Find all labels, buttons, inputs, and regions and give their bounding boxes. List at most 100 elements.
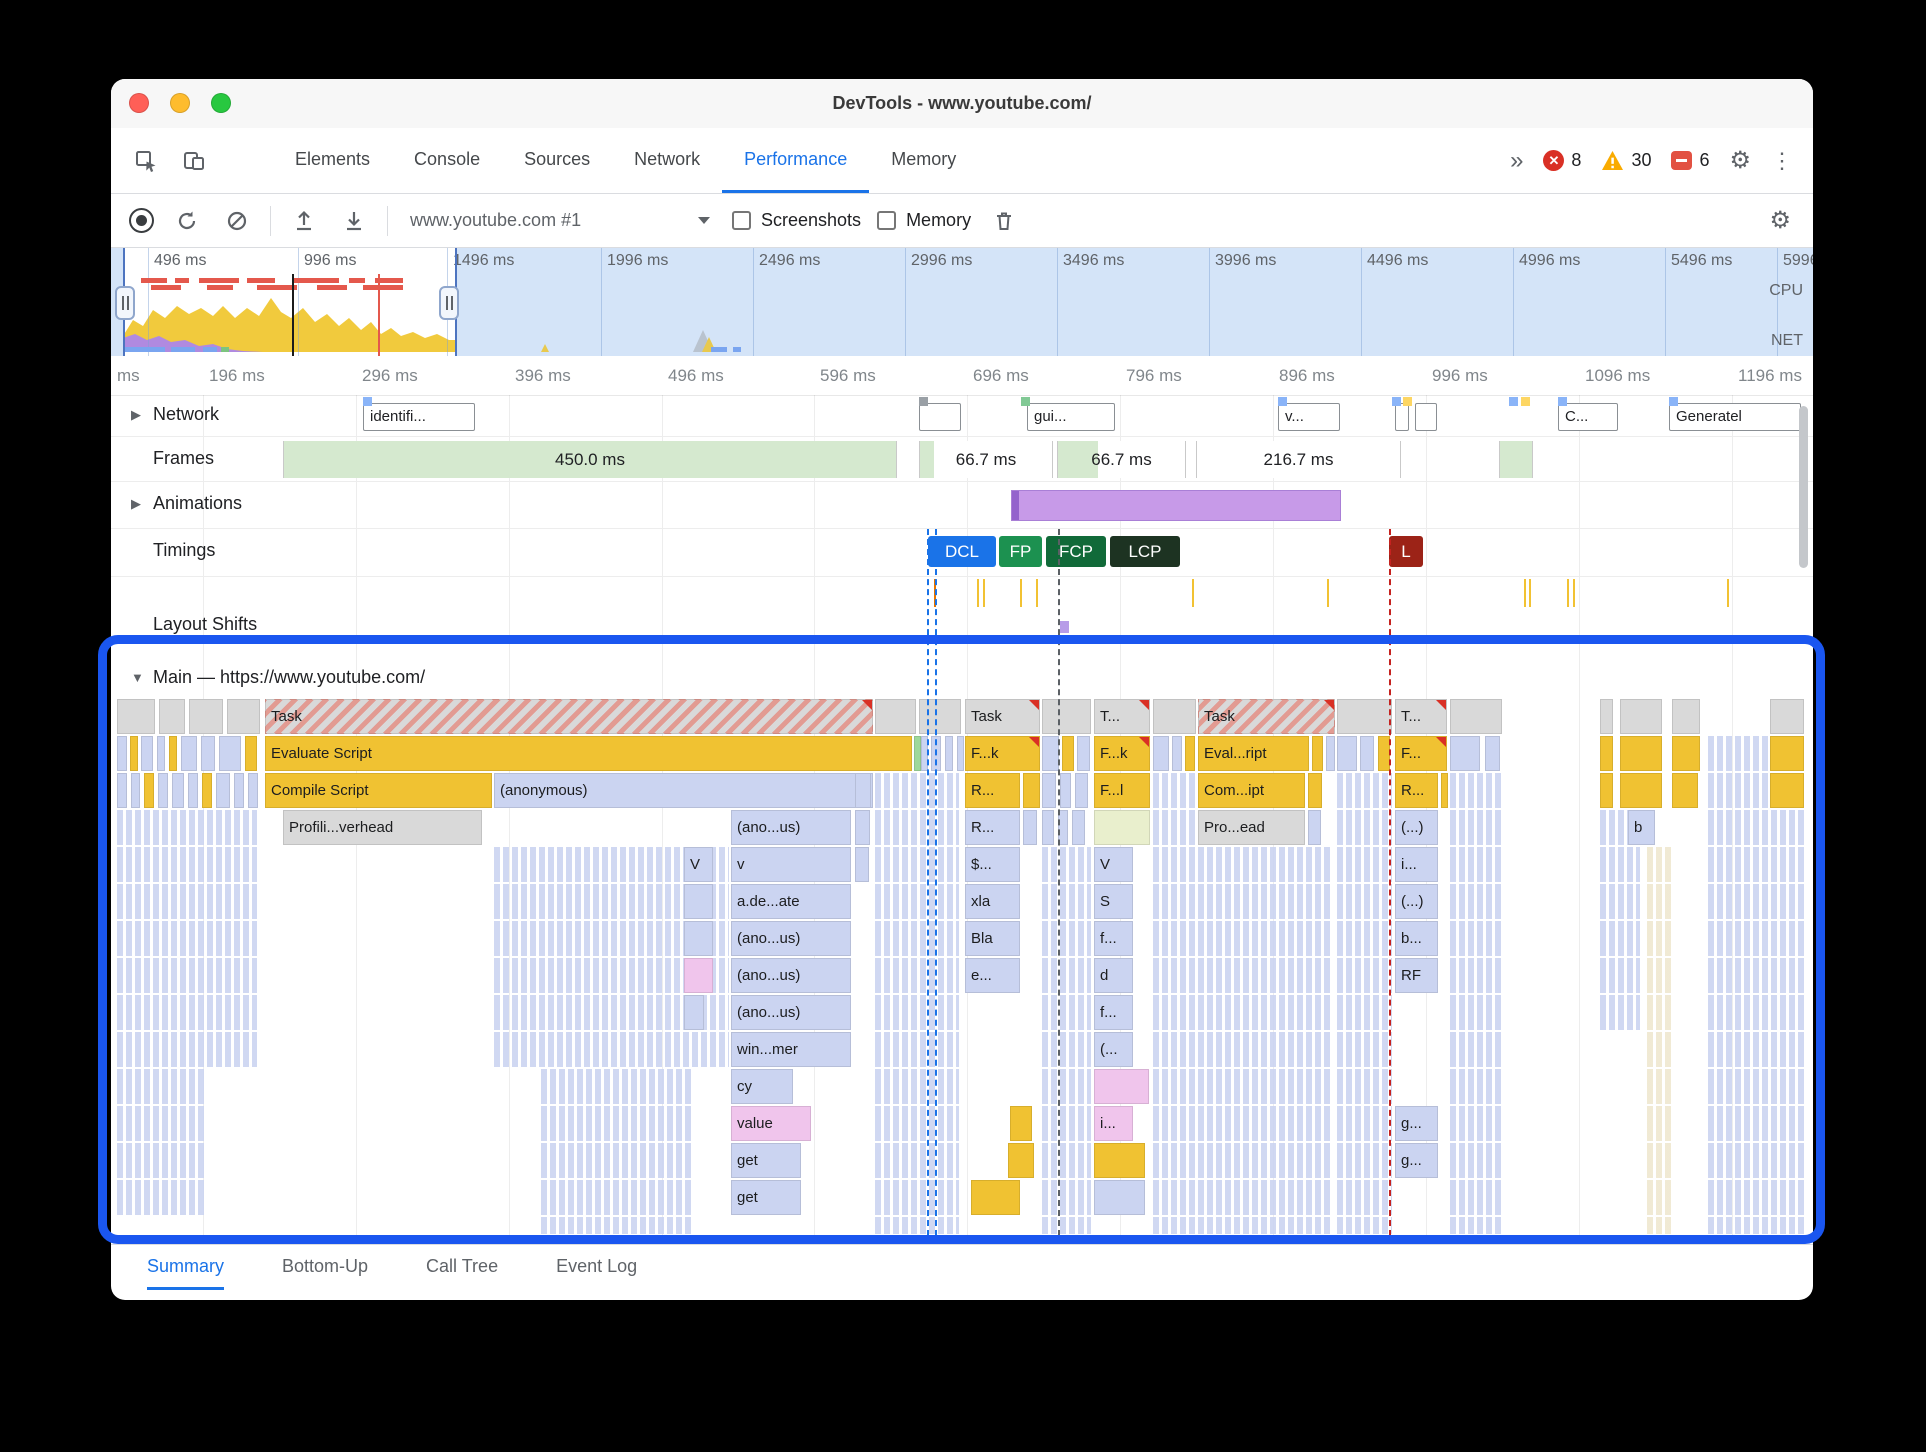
tab-performance[interactable]: Performance bbox=[722, 128, 870, 193]
layout-shift-marker[interactable] bbox=[1060, 621, 1069, 633]
flame-bar[interactable] bbox=[141, 736, 153, 771]
disclosure-triangle-down-icon[interactable]: ▼ bbox=[131, 670, 144, 685]
flame-bar[interactable] bbox=[1672, 773, 1698, 808]
flame-chart[interactable]: Task Task T... Task T... Evaluate Script F...k… bbox=[111, 698, 1813, 1236]
clear-button[interactable] bbox=[220, 204, 254, 238]
timeline-overview[interactable]: 496 ms 996 ms 1496 ms 1996 ms 2496 ms 2996 ms… bbox=[111, 248, 1813, 357]
flame-bar-bla[interactable]: Bla bbox=[965, 921, 1020, 956]
flame-bar[interactable] bbox=[227, 699, 260, 734]
flame-bar-v[interactable]: v bbox=[731, 847, 851, 882]
flame-bar-r-[interactable]: R... bbox=[965, 810, 1020, 845]
flame-bar-f-k[interactable]: F...k bbox=[965, 736, 1040, 771]
flame-bar-f-l[interactable]: F...l bbox=[1094, 773, 1150, 808]
flame-bar[interactable] bbox=[1620, 773, 1662, 808]
flame-bar-get[interactable]: get bbox=[731, 1143, 801, 1178]
flame-bar[interactable] bbox=[131, 773, 140, 808]
bottom-tab-call-tree[interactable]: Call Tree bbox=[426, 1255, 499, 1276]
flame-bar[interactable] bbox=[684, 884, 713, 919]
device-toolbar-icon[interactable] bbox=[177, 144, 211, 178]
selection-handle-right[interactable] bbox=[439, 286, 459, 320]
flame-bar-b-[interactable]: b... bbox=[1395, 921, 1438, 956]
flame-bar[interactable] bbox=[216, 773, 230, 808]
warning-badge[interactable]: 30 bbox=[1601, 150, 1651, 171]
flame-bar-win-mer[interactable]: win...mer bbox=[731, 1032, 851, 1067]
flame-bar[interactable] bbox=[202, 773, 212, 808]
timing-badge-dcl[interactable]: DCL bbox=[928, 536, 996, 567]
flame-bar-t-[interactable]: T... bbox=[1094, 699, 1150, 734]
flame-bar[interactable] bbox=[1185, 736, 1195, 771]
flame-bar[interactable] bbox=[117, 773, 127, 808]
flame-bar[interactable] bbox=[855, 847, 869, 882]
flame-bar-f-[interactable]: F... bbox=[1395, 736, 1447, 771]
checkbox-box[interactable] bbox=[732, 211, 751, 230]
tab-network[interactable]: Network bbox=[634, 148, 701, 169]
flame-bar[interactable] bbox=[1042, 699, 1091, 734]
flame-bar-g-[interactable]: g... bbox=[1395, 1106, 1438, 1141]
main-track-header[interactable]: ▼ Main — https://www.youtube.com/ bbox=[111, 664, 1813, 696]
flame-bar-xla[interactable]: xla bbox=[965, 884, 1020, 919]
flame-bar-v[interactable]: V bbox=[684, 847, 713, 882]
layout-shifts-track[interactable]: Layout Shifts bbox=[111, 611, 1813, 637]
flame-bar[interactable] bbox=[1153, 736, 1169, 771]
bottom-tab-summary[interactable]: Summary bbox=[147, 1245, 225, 1290]
download-profile-icon[interactable] bbox=[337, 204, 371, 238]
flame-bar[interactable] bbox=[1042, 810, 1054, 845]
profile-select[interactable]: www.youtube.com #1 bbox=[404, 210, 716, 231]
frames-track[interactable]: Frames 450.0 ms 66.7 ms 66.7 ms 216.7 ms bbox=[111, 437, 1813, 482]
settings-gear-icon[interactable]: ⚙ bbox=[1729, 146, 1751, 174]
more-tabs-icon[interactable]: » bbox=[1510, 146, 1524, 174]
bottom-tab-bottom-up[interactable]: Bottom-Up bbox=[282, 1255, 369, 1276]
flame-bar-b[interactable]: b bbox=[1628, 810, 1655, 845]
flame-bar[interactable] bbox=[1337, 699, 1392, 734]
flame-bar--[interactable]: (...) bbox=[1395, 884, 1438, 919]
bottom-tab-event-log[interactable]: Event Log bbox=[556, 1255, 638, 1276]
flame-bar-value[interactable]: value bbox=[731, 1106, 811, 1141]
flame-bar[interactable] bbox=[684, 921, 713, 956]
flame-bar-f-k[interactable]: F...k bbox=[1094, 736, 1150, 771]
flame-bar[interactable] bbox=[684, 995, 704, 1030]
flame-bar[interactable] bbox=[172, 773, 184, 808]
flame-bar[interactable] bbox=[971, 1180, 1020, 1215]
flame-bar-i-[interactable]: i... bbox=[1094, 1106, 1133, 1141]
flame-bar[interactable] bbox=[1094, 1143, 1145, 1178]
checkbox-box[interactable] bbox=[877, 211, 897, 230]
frame-duration[interactable]: 216.7 ms bbox=[1196, 441, 1401, 478]
flame-bar[interactable] bbox=[1153, 699, 1196, 734]
flame-bar-t-[interactable]: T... bbox=[1395, 699, 1447, 734]
flame-bar-rf[interactable]: RF bbox=[1395, 958, 1438, 993]
animations-track[interactable]: ▶ Animations bbox=[111, 482, 1813, 529]
flame-bar[interactable] bbox=[1075, 773, 1088, 808]
flame-bar[interactable] bbox=[1770, 736, 1804, 771]
flame-bar[interactable] bbox=[1600, 773, 1613, 808]
flame-bar[interactable] bbox=[1094, 1180, 1145, 1215]
flame-bar[interactable] bbox=[1023, 773, 1040, 808]
flame-bar[interactable] bbox=[1094, 810, 1150, 845]
network-request[interactable]: v... bbox=[1278, 403, 1340, 431]
flame-bar-pro-ead[interactable]: Pro...ead bbox=[1198, 810, 1305, 845]
flame-bar-v[interactable]: V bbox=[1094, 847, 1133, 882]
disclosure-triangle-icon[interactable]: ▶ bbox=[131, 496, 141, 511]
flame-bar-r-[interactable]: R... bbox=[1395, 773, 1438, 808]
inspect-element-icon[interactable] bbox=[129, 144, 163, 178]
flame-bar[interactable] bbox=[1326, 736, 1335, 771]
flame-bar--[interactable]: $... bbox=[965, 847, 1020, 882]
network-request[interactable]: Generatel bbox=[1669, 403, 1801, 431]
flame-bar-task[interactable]: Task bbox=[1198, 699, 1335, 734]
flame-bar[interactable] bbox=[1062, 736, 1074, 771]
flame-bar-f-[interactable]: f... bbox=[1094, 995, 1133, 1030]
flame-bar--ano-us-[interactable]: (ano...us) bbox=[731, 995, 851, 1030]
flame-bar[interactable] bbox=[1441, 773, 1448, 808]
flame-bar[interactable] bbox=[219, 736, 241, 771]
frame-duration[interactable]: 66.7 ms bbox=[1057, 441, 1186, 478]
screenshots-checkbox[interactable]: Screenshots bbox=[732, 210, 861, 231]
flame-bar-d[interactable]: d bbox=[1094, 958, 1133, 993]
flame-bar[interactable] bbox=[1010, 1106, 1032, 1141]
flame-bar-evaluate-script[interactable]: Evaluate Script bbox=[265, 736, 912, 771]
flame-bar[interactable] bbox=[957, 736, 964, 771]
flame-bar[interactable] bbox=[117, 736, 127, 771]
error-badge[interactable]: ✕ 8 bbox=[1543, 150, 1581, 171]
flame-bar[interactable] bbox=[158, 773, 168, 808]
flame-bar[interactable] bbox=[1072, 810, 1085, 845]
flame-bar--ano-us-[interactable]: (ano...us) bbox=[731, 921, 851, 956]
flame-bar-compile-script[interactable]: Compile Script bbox=[265, 773, 492, 808]
